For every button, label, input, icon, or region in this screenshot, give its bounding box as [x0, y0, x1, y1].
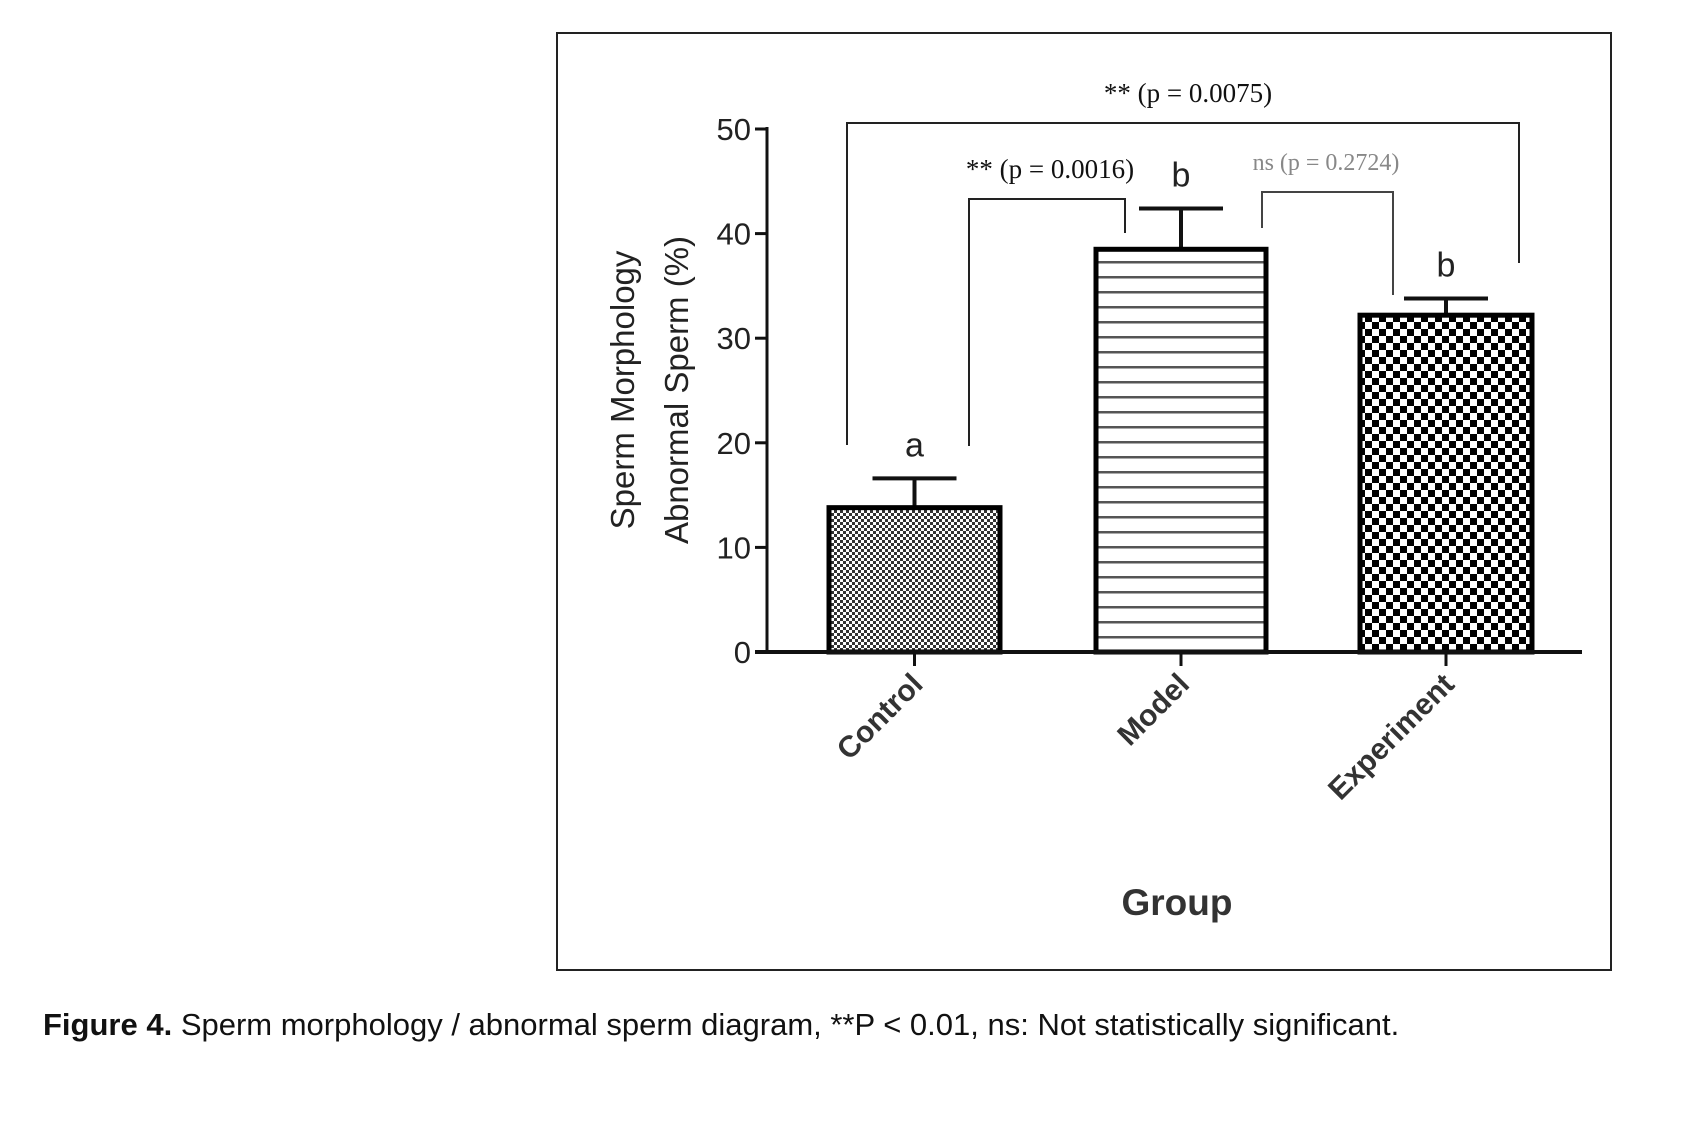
figure-caption: Figure 4. Sperm morphology / abnormal sp…: [43, 1007, 1399, 1043]
significance-label: ** (p = 0.0016): [966, 154, 1134, 184]
group-letter: a: [905, 426, 924, 464]
figure-frame: [556, 32, 1612, 971]
x-tick-label: Model: [1111, 668, 1196, 753]
significance-bracket: [846, 122, 1520, 445]
y-tick-label: 50: [717, 112, 751, 147]
y-tick-label: 0: [734, 635, 751, 670]
bar-model: [1093, 246, 1269, 655]
significance-label: ns (p = 0.2724): [1253, 150, 1400, 176]
group-letter: b: [1172, 156, 1191, 194]
x-tick-label: Experiment: [1322, 668, 1461, 807]
bar-control: [826, 505, 1003, 655]
y-axis-label-line2: Abnormal Sperm (%): [658, 236, 695, 544]
y-tick-label: 30: [717, 321, 751, 356]
x-axis-label: Group: [1122, 882, 1233, 923]
caption-text: Sperm morphology / abnormal sperm diagra…: [172, 1007, 1400, 1042]
significance-bracket: [1261, 191, 1394, 295]
y-tick-label: 20: [717, 426, 751, 461]
y-axis-label-line1: Sperm Morphology: [604, 250, 641, 529]
significance-bracket: [968, 198, 1126, 446]
caption-label: Figure 4.: [43, 1007, 173, 1042]
significance-label: ** (p = 0.0075): [1104, 78, 1272, 108]
group-letter: b: [1437, 246, 1456, 284]
y-tick-label: 10: [717, 530, 751, 565]
bar-experiment: [1357, 312, 1535, 655]
y-tick-label: 40: [717, 217, 751, 252]
x-tick-label: Control: [831, 668, 930, 767]
